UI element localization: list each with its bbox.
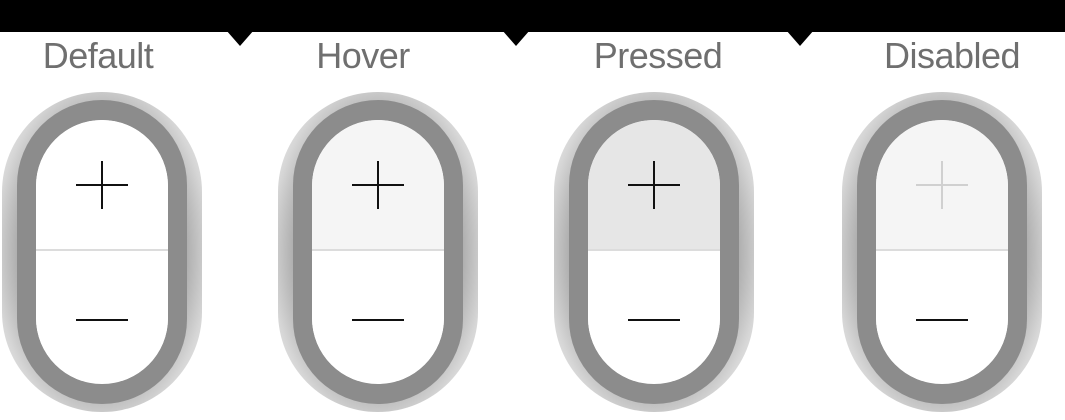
plus-icon	[628, 161, 680, 209]
minus-icon	[352, 319, 404, 321]
minus-icon	[628, 319, 680, 321]
increment-button	[876, 120, 1008, 250]
state-label-default: Default	[42, 35, 154, 76]
stepper-divider	[876, 249, 1008, 251]
plus-icon	[76, 161, 128, 209]
increment-button[interactable]	[312, 120, 444, 250]
state-label-disabled: Disabled	[883, 35, 1021, 76]
divider-notch	[786, 30, 814, 46]
decrement-button[interactable]	[588, 251, 720, 381]
stepper-hover	[312, 120, 444, 384]
divider-notch	[502, 30, 530, 46]
top-bar	[0, 0, 1065, 32]
stepper-pressed	[588, 120, 720, 384]
state-label-pressed: Pressed	[593, 35, 723, 76]
stepper-disabled	[876, 120, 1008, 384]
minus-icon	[76, 319, 128, 321]
stepper-default	[36, 120, 168, 384]
stepper-divider	[312, 249, 444, 251]
stepper-divider	[36, 249, 168, 251]
decrement-button[interactable]	[36, 251, 168, 381]
decrement-button[interactable]	[312, 251, 444, 381]
increment-button[interactable]	[588, 120, 720, 250]
divider-notch	[226, 30, 254, 46]
minus-icon	[916, 319, 968, 321]
increment-button[interactable]	[36, 120, 168, 250]
stepper-divider	[588, 249, 720, 251]
plus-icon	[352, 161, 404, 209]
decrement-button[interactable]	[876, 251, 1008, 381]
state-label-hover: Hover	[316, 35, 410, 76]
plus-icon	[916, 161, 968, 209]
